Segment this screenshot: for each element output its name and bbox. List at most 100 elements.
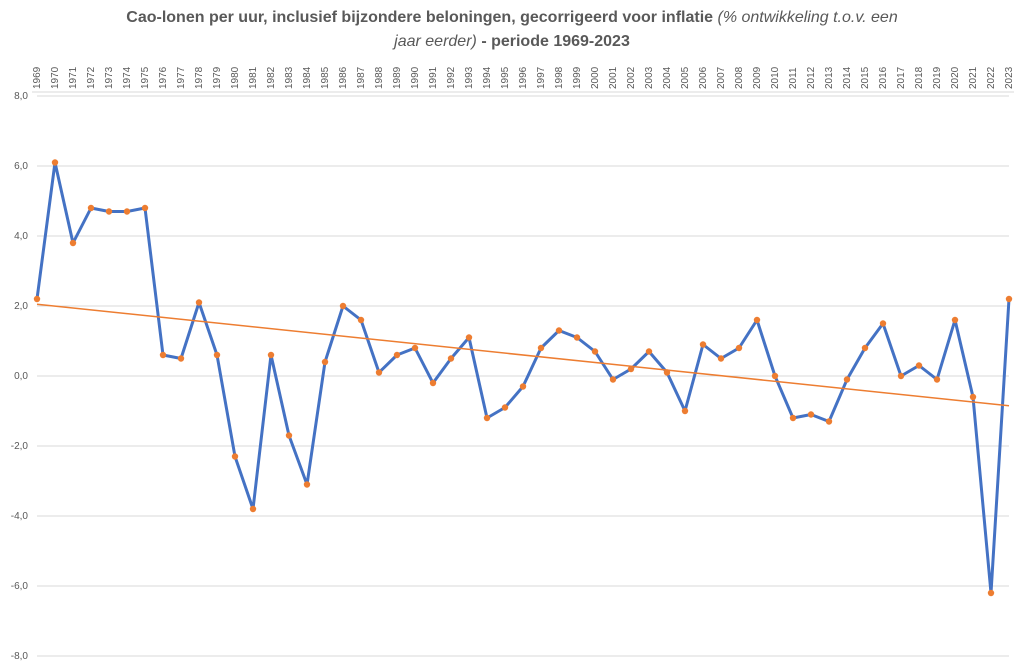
y-tick-label: 6,0 xyxy=(14,161,28,172)
x-tick-label: 2014 xyxy=(842,66,853,89)
x-tick-label: 1980 xyxy=(230,66,241,89)
data-point xyxy=(825,418,833,425)
x-tick-label: 2020 xyxy=(950,66,961,89)
data-point xyxy=(321,358,329,366)
x-tick-label: 2003 xyxy=(644,66,655,89)
x-tick-label: 2015 xyxy=(860,66,871,89)
y-tick-label: 0,0 xyxy=(14,371,28,382)
data-point xyxy=(33,295,41,303)
data-point xyxy=(645,348,653,355)
x-tick-label: 1970 xyxy=(50,66,61,89)
data-point xyxy=(195,299,203,306)
data-point xyxy=(411,344,419,352)
data-point xyxy=(339,302,347,310)
x-tick-label: 2011 xyxy=(788,67,799,89)
x-tick-label: 2010 xyxy=(770,66,781,89)
data-point xyxy=(177,355,185,362)
y-tick-label: 4,0 xyxy=(14,231,28,242)
data-point xyxy=(519,383,527,390)
data-point xyxy=(933,376,941,383)
x-tick-label: 1974 xyxy=(122,66,133,89)
x-tick-label: 1991 xyxy=(428,66,439,89)
data-point xyxy=(159,351,167,359)
x-tick-label: 1978 xyxy=(194,66,205,89)
y-tick-label: -4,0 xyxy=(11,511,29,522)
x-tick-label: 1986 xyxy=(338,66,349,89)
x-tick-label: 2012 xyxy=(806,66,817,89)
x-tick-label: 1982 xyxy=(266,66,277,89)
data-point xyxy=(141,204,149,212)
data-point xyxy=(573,334,581,341)
data-point xyxy=(429,379,437,387)
data-point xyxy=(861,344,869,352)
x-tick-label: 2018 xyxy=(914,66,925,89)
x-tick-label: 1973 xyxy=(104,66,115,89)
data-point xyxy=(591,348,599,355)
x-tick-label: 2017 xyxy=(896,66,907,89)
data-point xyxy=(105,208,113,215)
x-tick-label: 1992 xyxy=(446,66,457,89)
x-tick-label: 1981 xyxy=(248,66,259,89)
x-tick-label: 1985 xyxy=(320,66,331,89)
data-point xyxy=(807,411,815,418)
data-point xyxy=(393,351,401,359)
y-tick-label: 2,0 xyxy=(14,301,28,312)
x-tick-label: 1988 xyxy=(374,66,385,89)
x-tick-label: 1969 xyxy=(32,66,43,89)
x-tick-label: 2001 xyxy=(608,66,619,89)
x-tick-label: 1997 xyxy=(536,66,547,89)
data-point xyxy=(627,365,635,373)
y-tick-label: 8,0 xyxy=(14,91,28,102)
data-point xyxy=(231,453,239,460)
data-point xyxy=(69,239,77,247)
y-tick-label: -2,0 xyxy=(11,441,29,452)
x-tick-label: 1990 xyxy=(410,66,421,89)
data-point xyxy=(609,376,617,383)
data-point xyxy=(879,320,887,327)
x-tick-label: 1977 xyxy=(176,66,187,89)
data-point xyxy=(915,362,923,369)
data-point xyxy=(771,372,779,380)
x-tick-label: 2019 xyxy=(932,66,943,89)
data-point xyxy=(699,341,707,348)
data-point xyxy=(213,351,221,359)
x-tick-label: 2021 xyxy=(968,66,979,89)
x-tick-label: 2000 xyxy=(590,66,601,89)
title-italic: (% ontwikkeling t.o.v. een jaar eerder) xyxy=(394,9,898,50)
data-point xyxy=(969,393,977,401)
data-point xyxy=(735,344,743,352)
x-tick-label: 1995 xyxy=(500,66,511,89)
x-tick-label: 1998 xyxy=(554,66,565,89)
title-end: - periode 1969-2023 xyxy=(481,33,630,50)
data-point xyxy=(753,316,761,324)
x-tick-label: 1994 xyxy=(482,66,493,89)
data-point xyxy=(51,159,59,166)
data-point xyxy=(285,432,293,439)
x-tick-label: 2005 xyxy=(680,66,691,89)
x-tick-label: 1972 xyxy=(86,66,97,89)
x-tick-label: 1984 xyxy=(302,66,313,89)
x-tick-label: 1993 xyxy=(464,66,475,89)
x-tick-label: 1989 xyxy=(392,66,403,89)
data-point xyxy=(447,355,455,362)
x-tick-label: 2009 xyxy=(752,66,763,89)
data-point xyxy=(1005,295,1013,303)
x-tick-label: 2004 xyxy=(662,66,673,89)
data-point xyxy=(249,505,257,513)
x-tick-label: 2023 xyxy=(1004,66,1015,89)
x-tick-label: 2016 xyxy=(878,66,889,89)
x-tick-label: 2013 xyxy=(824,66,835,89)
data-point xyxy=(123,208,131,215)
x-tick-label: 2006 xyxy=(698,66,709,89)
data-point xyxy=(483,414,491,422)
y-tick-label: -8,0 xyxy=(11,651,29,662)
data-point xyxy=(501,404,509,411)
x-tick-label: 1976 xyxy=(158,66,169,89)
data-point xyxy=(357,316,365,324)
x-tick-label: 1987 xyxy=(356,66,367,89)
x-tick-label: 1983 xyxy=(284,66,295,89)
data-point xyxy=(555,327,563,334)
x-tick-label: 2008 xyxy=(734,66,745,89)
data-point xyxy=(537,344,545,352)
